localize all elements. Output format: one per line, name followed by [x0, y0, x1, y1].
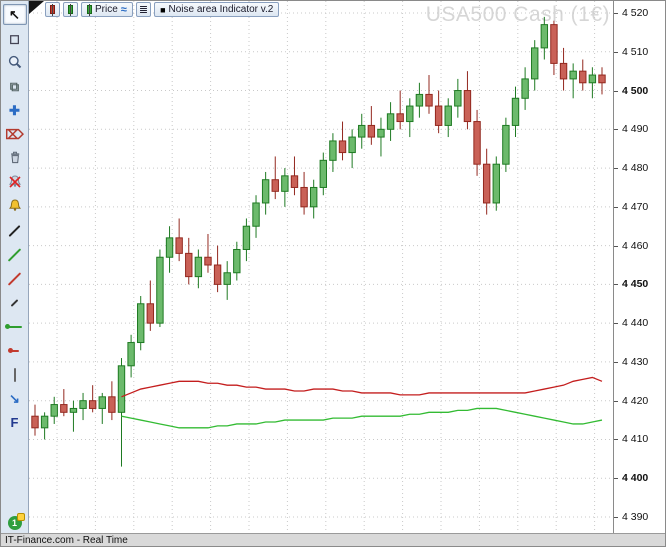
- axis-tick: [614, 284, 618, 286]
- indicator-list-button[interactable]: ≣: [135, 2, 152, 17]
- green-candle-icon: [68, 4, 73, 16]
- segment-icon-shape: [10, 298, 19, 307]
- axis-label: 4 470: [622, 200, 649, 213]
- candles-svg: [29, 1, 613, 533]
- alerts-badge[interactable]: 1: [7, 513, 25, 530]
- magnifier-icon-shape: [7, 54, 23, 72]
- trash-icon-shape: [7, 150, 23, 168]
- axis-tick: [614, 168, 618, 170]
- down-marker-button[interactable]: [45, 2, 60, 17]
- square-icon: ■: [160, 4, 166, 15]
- axis-tick: [614, 361, 618, 363]
- eraser-icon[interactable]: ⌦: [3, 124, 27, 145]
- axis-label: 4 460: [622, 239, 649, 252]
- axis-tick: [614, 439, 618, 441]
- vertical-line-icon-shape: [13, 367, 16, 382]
- red-marker-line-icon-shape: [7, 347, 19, 353]
- horizontal-line-icon[interactable]: [3, 316, 27, 337]
- alarm-off-icon[interactable]: [3, 172, 27, 193]
- axis-tick: [614, 90, 618, 92]
- red-marker-line-icon-dot: [7, 347, 13, 353]
- trendline-green-icon-shape: [7, 247, 22, 262]
- move-icon[interactable]: ✚: [3, 100, 27, 121]
- axis-label: 4 430: [622, 355, 649, 368]
- vertical-line-icon[interactable]: [3, 364, 27, 385]
- status-bar: IT-Finance.com - Real Time: [1, 533, 665, 546]
- red-marker-line-icon[interactable]: [3, 340, 27, 361]
- trendline-icon[interactable]: [3, 220, 27, 241]
- zoom-box-icon[interactable]: ◻: [3, 28, 27, 49]
- axis-label: 4 450: [622, 278, 649, 291]
- red-candle-icon: [50, 4, 55, 16]
- price-axis[interactable]: 4 520 4 510 4 500 4 490 4 480 4 470 4 460 4 450…: [613, 1, 665, 533]
- axis-tick: [614, 323, 618, 325]
- horizontal-line-icon-shape: [4, 323, 22, 329]
- collapse-toolbar-icon[interactable]: [29, 1, 44, 14]
- list-icon: ≣: [138, 4, 149, 16]
- axis-label: 4 390: [622, 510, 649, 523]
- price-series-chip[interactable]: Price ≈: [81, 2, 133, 17]
- instrument-watermark: USA500 Cash (1€): [425, 3, 610, 26]
- arrow-line-icon-shape: ↘: [9, 391, 20, 406]
- eraser-icon-shape: ⌦: [5, 127, 24, 142]
- fibonacci-icon-shape: F: [10, 415, 19, 430]
- fibonacci-icon[interactable]: F: [3, 412, 27, 433]
- alarm-icon[interactable]: [3, 196, 27, 217]
- axis-tick: [614, 478, 618, 480]
- up-marker-button[interactable]: [63, 2, 78, 17]
- axis-tick: [614, 206, 618, 208]
- axis-label: 4 490: [622, 123, 649, 136]
- axis-tick: [614, 516, 618, 518]
- chart-area: USA500 Cash (1€) Price ≈ ≣ ■ Noise area …: [29, 1, 613, 533]
- axis-tick: [614, 245, 618, 247]
- segment-icon[interactable]: [3, 292, 27, 313]
- noise-indicator-chip[interactable]: ■ Noise area Indicator v.2: [154, 2, 280, 17]
- price-series-label: Price: [95, 4, 118, 15]
- axis-label: 4 500: [622, 84, 649, 97]
- axis-label: 4 420: [622, 394, 649, 407]
- axis-tick: [614, 400, 618, 402]
- move-icon-shape: ✚: [9, 103, 20, 118]
- alarm-off-icon-shape: [7, 174, 23, 192]
- arrow-line-icon[interactable]: ↘: [3, 388, 27, 409]
- trendline-icon-shape: [8, 224, 21, 237]
- noise-indicator-label: Noise area Indicator v.2: [168, 4, 274, 15]
- trendline-red-icon-shape: [7, 271, 22, 286]
- magnifier-icon[interactable]: [3, 52, 27, 73]
- chart-plot[interactable]: [29, 1, 613, 533]
- trash-icon[interactable]: [3, 148, 27, 169]
- copy-icon[interactable]: ⧉: [3, 76, 27, 97]
- drawing-toolbar: ↖ ◻ ⧉ ✚ ⌦ ↘ F 1: [1, 1, 29, 533]
- axis-tick: [614, 129, 618, 131]
- chart-toolbar: Price ≈ ≣ ■ Noise area Indicator v.2: [45, 2, 280, 17]
- candle-icon: [87, 4, 92, 16]
- axis-tick: [614, 13, 618, 14]
- zoom-box-icon-shape: ◻: [9, 31, 20, 46]
- axis-label: 4 410: [622, 433, 649, 446]
- trendline-red-icon[interactable]: [3, 268, 27, 289]
- copy-icon-shape: ⧉: [9, 79, 20, 94]
- cursor-icon[interactable]: ↖: [2, 4, 27, 25]
- axis-label: 4 520: [622, 7, 649, 19]
- axis-label: 4 440: [622, 317, 649, 330]
- status-text: IT-Finance.com - Real Time: [5, 534, 128, 546]
- alarm-icon-shape: [7, 198, 23, 216]
- axis-label: 4 400: [622, 472, 649, 485]
- axis-tick: [614, 51, 618, 53]
- cursor-icon-shape: ↖: [9, 7, 20, 22]
- trendline-green-icon[interactable]: [3, 244, 27, 265]
- axis-label: 4 480: [622, 162, 649, 175]
- curve-icon: ≈: [120, 3, 127, 16]
- horizontal-line-icon-dot: [4, 323, 10, 329]
- axis-label: 4 510: [622, 45, 649, 58]
